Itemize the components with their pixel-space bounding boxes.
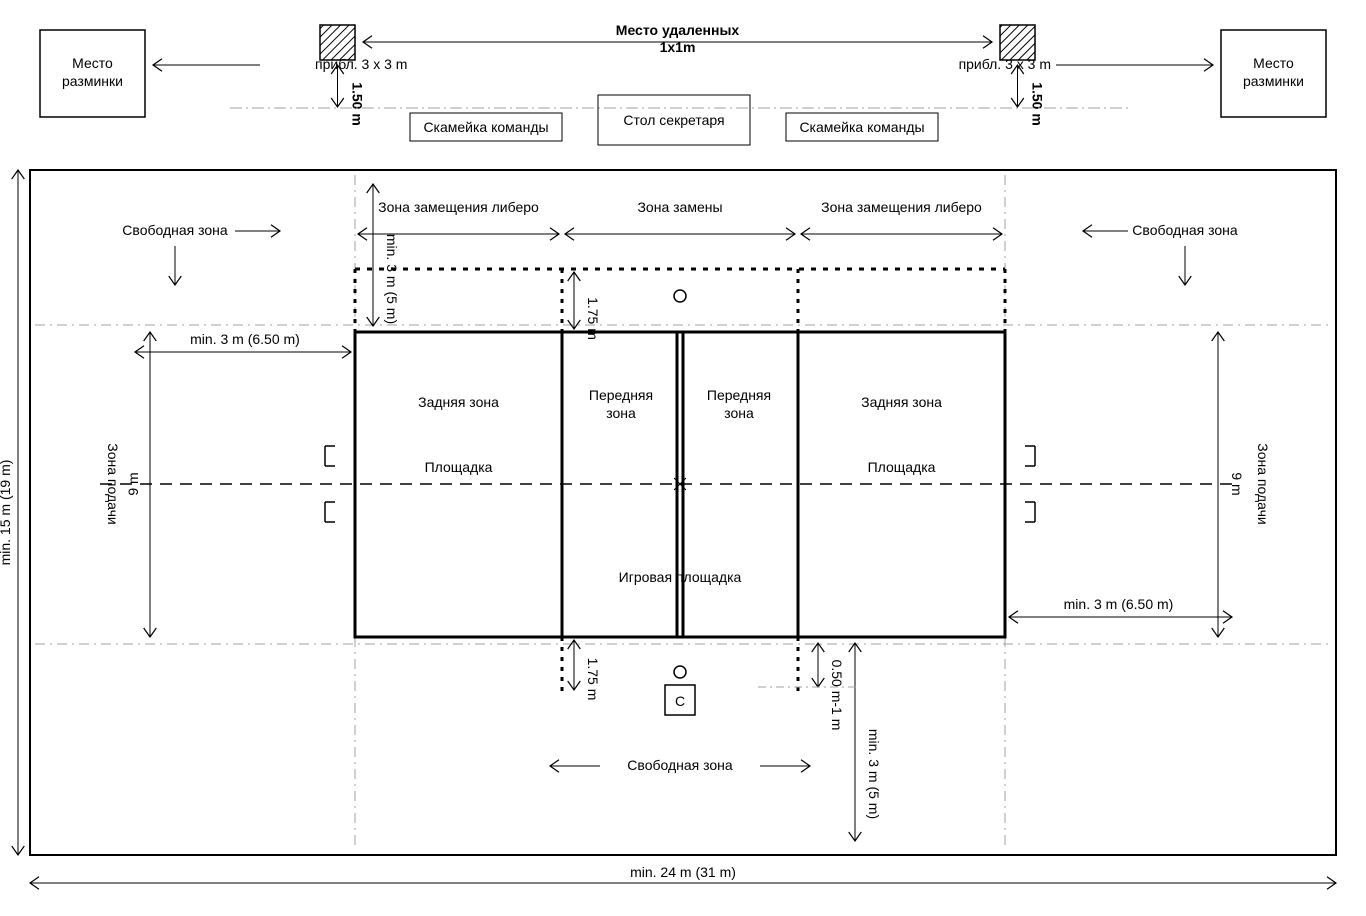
sub-zone: Зона замены bbox=[637, 199, 722, 215]
ref-bot bbox=[674, 666, 686, 678]
court-right: Площадка bbox=[868, 459, 936, 475]
bracket bbox=[325, 446, 335, 466]
back-left: Задняя зона bbox=[418, 394, 499, 410]
bracket bbox=[1025, 502, 1035, 522]
penalty-dim: 1x1m bbox=[660, 39, 696, 55]
min3-left: min. 3 m (6.50 m) bbox=[190, 331, 300, 347]
free-bottom: Свободная зона bbox=[627, 757, 733, 773]
approx-right: прибл. 3 x 3 m bbox=[959, 56, 1051, 72]
c-label: C bbox=[675, 693, 685, 709]
min24: min. 24 m (31 m) bbox=[630, 864, 736, 880]
d175-bot: 1.75 m bbox=[585, 658, 601, 701]
d150-right: 1.50 m bbox=[1030, 82, 1046, 126]
bench-right-label: Скамейка команды bbox=[799, 119, 924, 135]
9m-right: 9 m bbox=[1229, 472, 1245, 495]
court-left: Площадка bbox=[425, 459, 493, 475]
min15: min. 15 m (19 m) bbox=[0, 460, 13, 566]
playing-court: Игровая площадка bbox=[619, 569, 742, 585]
bracket bbox=[1025, 446, 1035, 466]
serve-left: Зона подачи bbox=[105, 443, 121, 524]
serve-right: Зона подачи bbox=[1255, 443, 1271, 524]
d150-left: 1.50 m bbox=[350, 82, 366, 126]
warmup-right-label: Месторазминки bbox=[1243, 55, 1304, 89]
penalty-title: Место удаленных bbox=[616, 22, 740, 38]
front-left: Передняязона bbox=[589, 387, 653, 421]
bench-left-label: Скамейка команды bbox=[423, 119, 548, 135]
back-right: Задняя зона bbox=[861, 394, 942, 410]
bracket bbox=[325, 502, 335, 522]
min3v-top: min. 3 m (5 m) bbox=[384, 234, 400, 324]
free-right-label: Свободная зона bbox=[1132, 222, 1238, 238]
scorer-label: Стол секретаря bbox=[623, 112, 724, 128]
penalty-left-box bbox=[320, 25, 355, 60]
libero-left: Зона замещения либеро bbox=[378, 199, 539, 215]
d050: 0.50 m-1 m bbox=[829, 660, 845, 731]
9m-left: 9 m bbox=[125, 472, 141, 495]
min3-right: min. 3 m (6.50 m) bbox=[1064, 596, 1174, 612]
libero-right: Зона замещения либеро bbox=[821, 199, 982, 215]
approx-left: прибл. 3 x 3 m bbox=[315, 56, 407, 72]
ref-top bbox=[674, 290, 686, 302]
warmup-left-label: Месторазминки bbox=[62, 55, 123, 89]
free-left-label: Свободная зона bbox=[122, 222, 228, 238]
front-right: Передняязона bbox=[707, 387, 771, 421]
penalty-right-box bbox=[1000, 25, 1035, 60]
min3v-bot: min. 3 m (5 m) bbox=[866, 729, 882, 819]
